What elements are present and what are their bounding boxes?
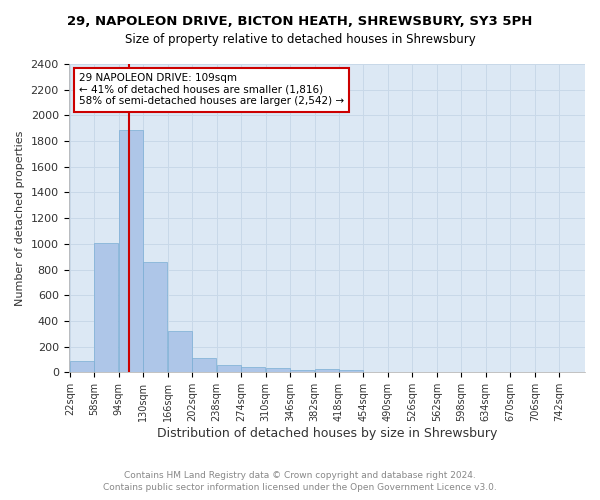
X-axis label: Distribution of detached houses by size in Shrewsbury: Distribution of detached houses by size …: [157, 427, 497, 440]
Bar: [119, 130, 143, 372]
Bar: [290, 370, 314, 372]
Bar: [192, 358, 217, 372]
Bar: [168, 331, 192, 372]
Text: 29, NAPOLEON DRIVE, BICTON HEATH, SHREWSBURY, SY3 5PH: 29, NAPOLEON DRIVE, BICTON HEATH, SHREWS…: [67, 15, 533, 28]
Bar: [266, 368, 290, 372]
Bar: [70, 361, 94, 372]
Bar: [217, 366, 241, 372]
Text: Size of property relative to detached houses in Shrewsbury: Size of property relative to detached ho…: [125, 32, 475, 46]
Bar: [314, 369, 338, 372]
Bar: [143, 262, 167, 372]
Bar: [94, 242, 118, 372]
Text: 29 NAPOLEON DRIVE: 109sqm
← 41% of detached houses are smaller (1,816)
58% of se: 29 NAPOLEON DRIVE: 109sqm ← 41% of detac…: [79, 74, 344, 106]
Bar: [339, 370, 363, 372]
Bar: [241, 366, 265, 372]
Text: Contains HM Land Registry data © Crown copyright and database right 2024.
Contai: Contains HM Land Registry data © Crown c…: [103, 471, 497, 492]
Y-axis label: Number of detached properties: Number of detached properties: [15, 130, 25, 306]
